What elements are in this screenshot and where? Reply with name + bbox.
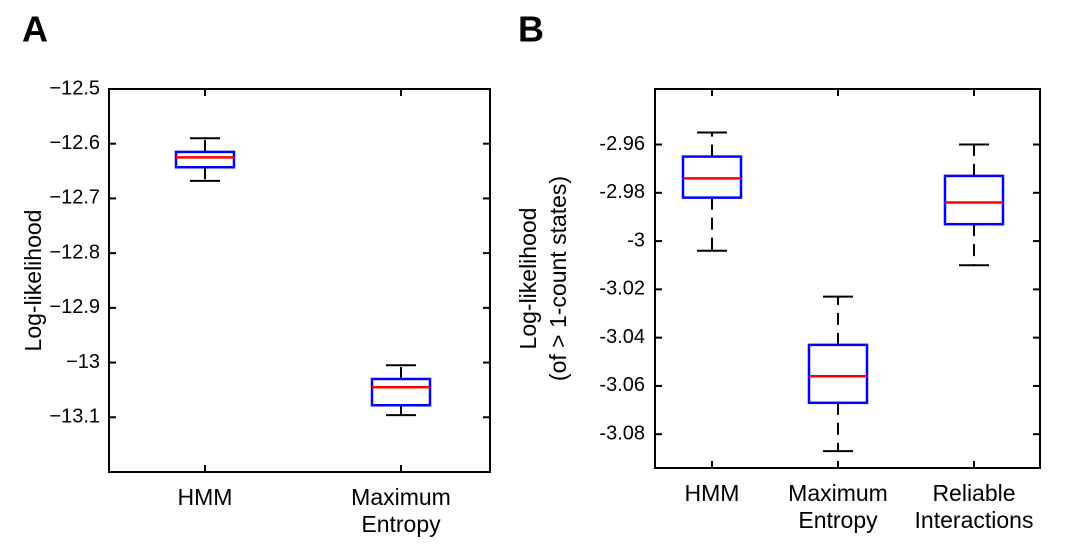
plot-frame <box>654 88 1041 469</box>
y-tick-label: −13 <box>66 351 100 373</box>
y-tick-label: -2.96 <box>599 133 645 155</box>
box <box>807 343 869 405</box>
y-tick-label: −12.6 <box>49 132 100 154</box>
y-tick-label: -3.04 <box>599 326 645 348</box>
y-axis-label: Log-likelihood <box>515 208 541 350</box>
panel-label: A <box>22 9 48 50</box>
y-tick-label: -3.08 <box>599 422 645 444</box>
y-tick-label: -3 <box>627 229 645 251</box>
y-tick-label: -3.06 <box>599 374 645 396</box>
x-tick-label: Maximum Entropy <box>351 484 451 537</box>
y-axis-label: (of > 1-count states) <box>545 176 571 381</box>
plot-frame <box>108 88 491 473</box>
box <box>174 150 236 169</box>
x-tick-label: Reliable Interactions <box>914 480 1034 533</box>
box <box>370 377 432 407</box>
x-tick-label: Maximum Entropy <box>788 480 888 533</box>
x-tick-label: HMM <box>684 480 740 506</box>
x-tick-label: HMM <box>177 484 233 510</box>
y-tick-label: -2.98 <box>599 181 645 203</box>
box <box>943 174 1005 226</box>
y-tick-label: -3.02 <box>599 278 645 300</box>
y-tick-label: −13.1 <box>49 406 100 428</box>
y-axis-label: Log-likelihood <box>20 210 46 352</box>
panel-label: B <box>518 9 544 50</box>
y-tick-label: −12.5 <box>49 77 100 99</box>
y-tick-label: −12.8 <box>49 241 100 263</box>
y-tick-label: −12.7 <box>49 187 100 209</box>
y-tick-label: −12.9 <box>49 296 100 318</box>
